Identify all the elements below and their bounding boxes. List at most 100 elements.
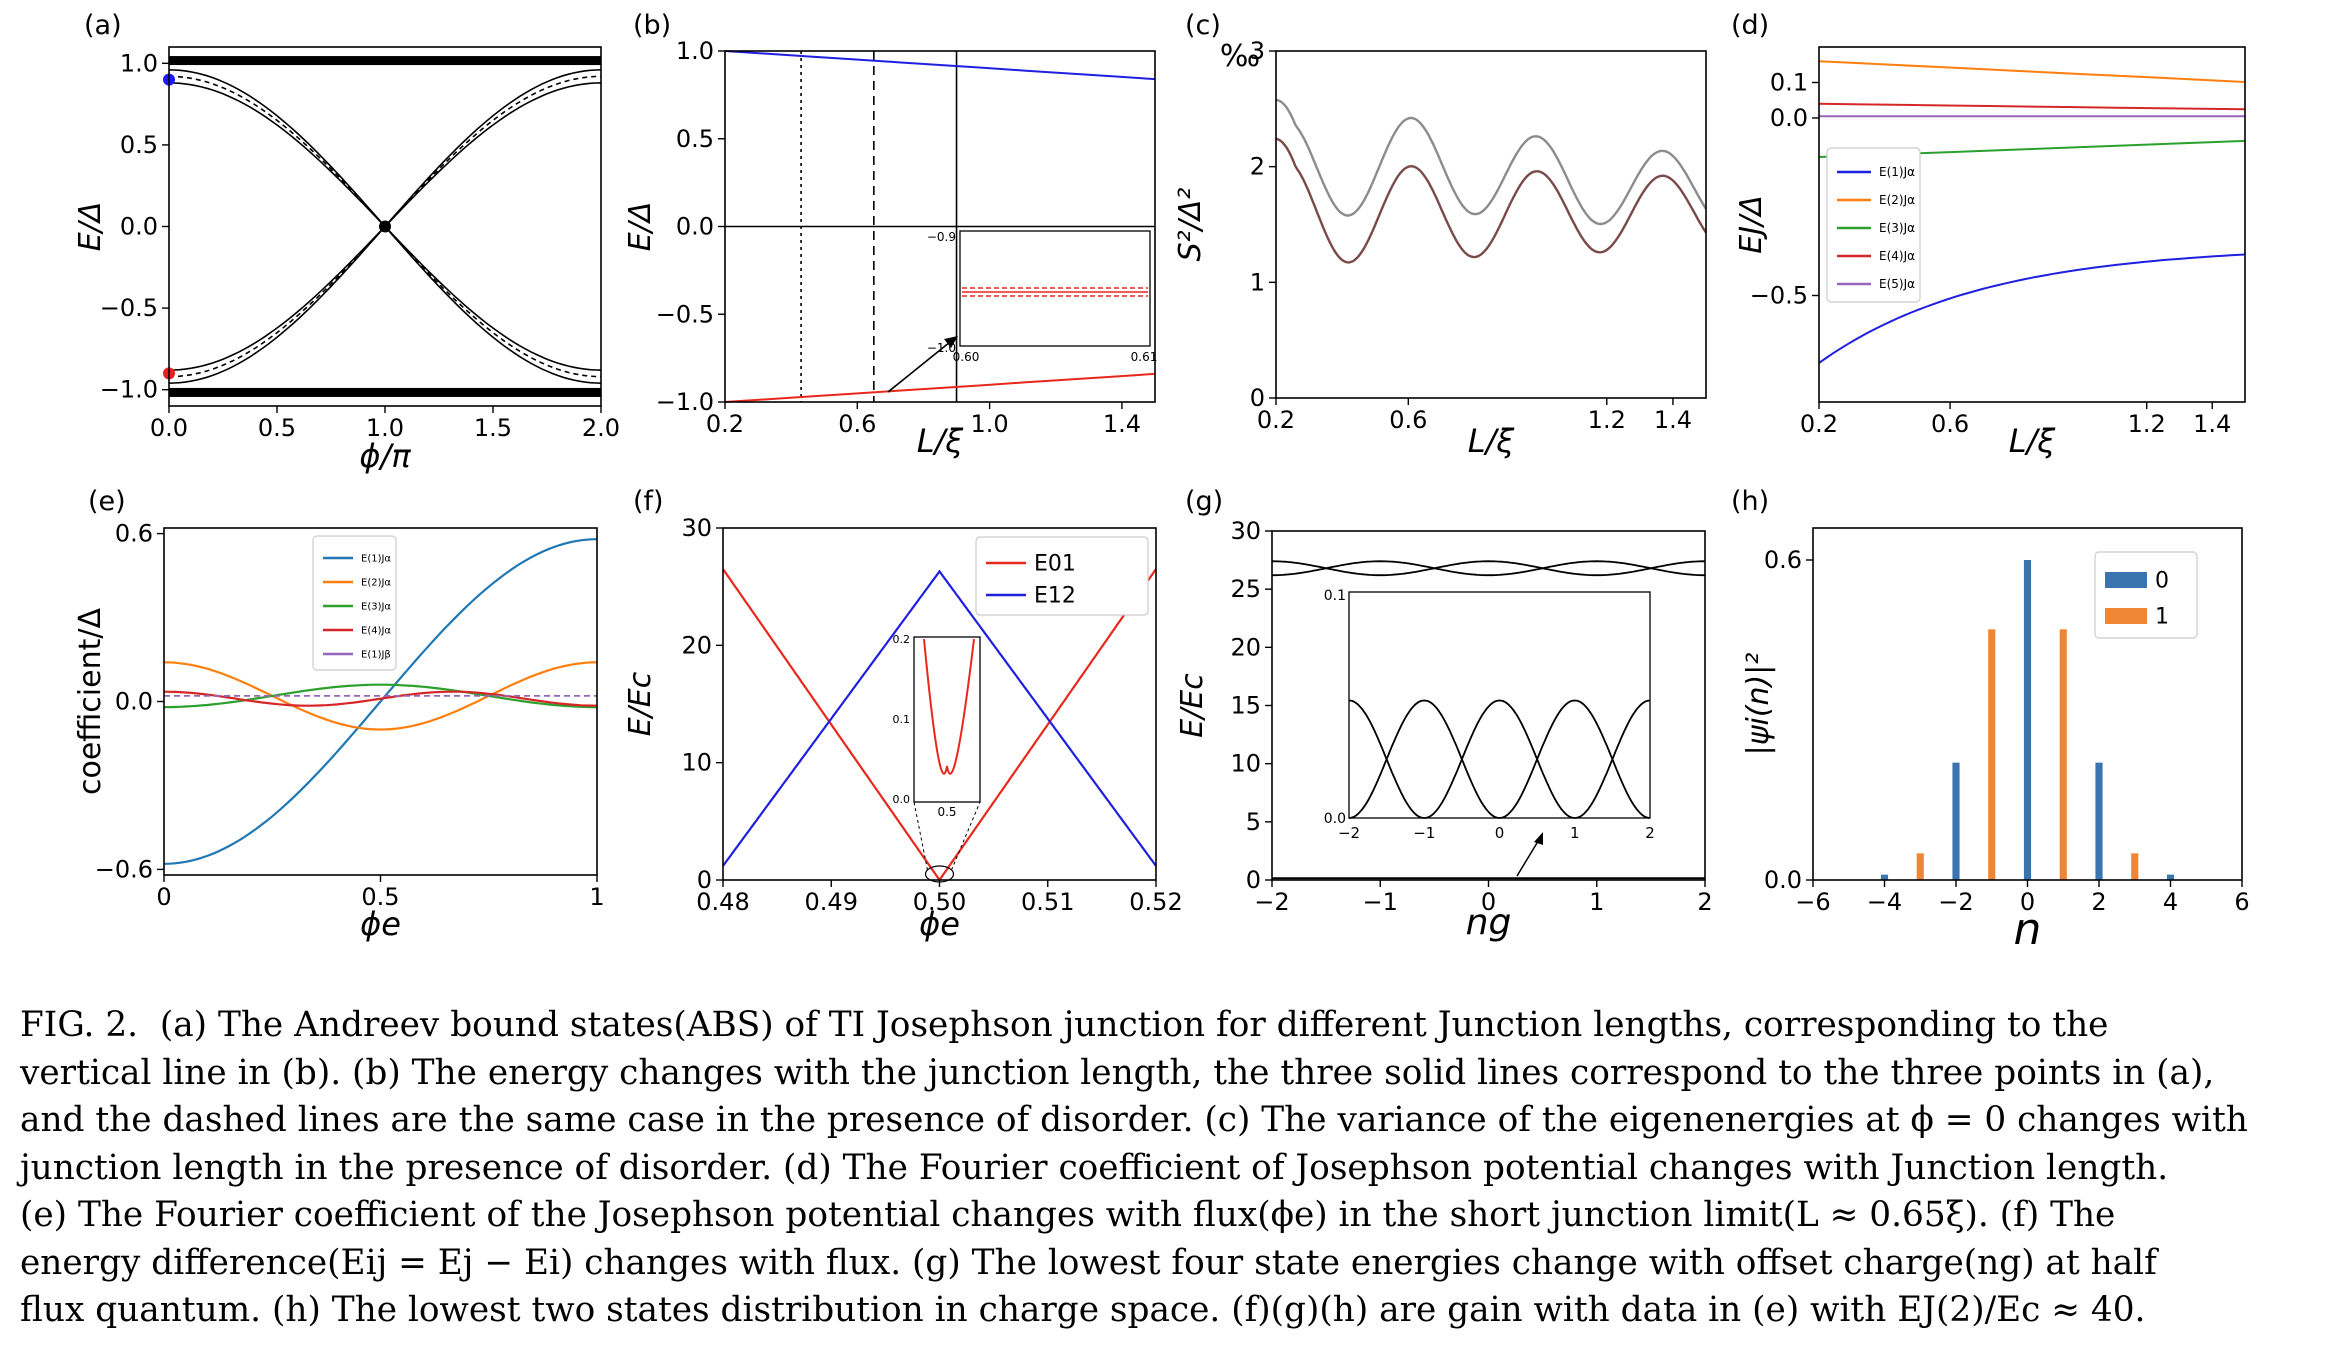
x-axis-label: L/ξ xyxy=(917,422,965,460)
x-tick-label: 1.4 xyxy=(1103,410,1141,438)
inset-frame xyxy=(913,636,981,803)
x-tick-label: 0.6 xyxy=(1389,406,1427,434)
series-E12 xyxy=(722,569,1157,867)
x-tick-label: −1 xyxy=(1363,888,1398,916)
inset-curve xyxy=(923,638,975,775)
panel-c: (c)‰ 0.2 0.6 1.2 1.4 3 2 1 0 L/ξ S²/Δ² xyxy=(1173,10,1708,460)
bar-series-1 xyxy=(2131,853,2139,880)
panel-d: (d) E(1)Jα E(2)Jα E(3)Jα E(4)Jα E(5)Jα 0.2 0.6 1… xyxy=(1731,10,2246,460)
y-tick-label: 5 xyxy=(1246,808,1261,836)
y-tick-label: 0 xyxy=(1250,384,1265,412)
inset-x-tick-label: 0.5 xyxy=(937,805,956,819)
y-tick-label: 0.0 xyxy=(115,688,153,716)
y-axis-label: EJ/Δ xyxy=(1734,195,1769,253)
inset-x-tick-label: 0.60 xyxy=(953,350,980,364)
y-tick-label: −0.5 xyxy=(1750,282,1808,310)
panel-label: (e) xyxy=(88,486,126,517)
panel-label: (g) xyxy=(1185,486,1223,517)
x-tick-label: 6 xyxy=(2234,888,2249,916)
bar-series-0 xyxy=(1880,874,1889,880)
bar-series-1 xyxy=(1916,853,1924,880)
y-tick-label: 0.0 xyxy=(1764,866,1802,894)
series-3 xyxy=(164,683,597,709)
inset-y-tick-label: 0.0 xyxy=(893,793,911,806)
y-tick-label: 25 xyxy=(1230,575,1261,603)
x-axis-label: ϕe xyxy=(919,905,960,943)
bar-series-0 xyxy=(2095,762,2103,880)
inset: 0.2 0.1 0.0 0.5 xyxy=(893,633,981,819)
y-tick-label: −0.6 xyxy=(95,855,153,883)
series-4 xyxy=(1818,102,2246,111)
legend-entry-label: E(1)Jα xyxy=(1879,165,1915,179)
legend: E(1)Jα E(2)Jα E(3)Jα E(4)Jα E(5)Jα xyxy=(1826,147,1921,303)
legend-frame xyxy=(2094,551,2198,639)
bar-series-1 xyxy=(2059,629,2067,880)
inset-x-tick-label: 2 xyxy=(1645,824,1655,842)
legend-frame xyxy=(1826,147,1921,303)
y-tick-label: 0.5 xyxy=(120,131,158,159)
inset-x-tick-label: 0 xyxy=(1495,824,1505,842)
figure: (a) 0.0 0.5 1.0 1.5 2.0 1.0 0.5 0.0 −0.5 −1.0 ϕ/π E/… xyxy=(73,10,2250,955)
y-tick-label: 10 xyxy=(681,749,712,777)
inset-x-tick-label: 1 xyxy=(1570,824,1580,842)
caption-line-7: flux quantum. (h) The lowest two states … xyxy=(20,1290,2146,1330)
inset-curve xyxy=(1348,699,1651,819)
inset-arrow xyxy=(887,337,956,393)
panel-a: (a) 0.0 0.5 1.0 1.5 2.0 1.0 0.5 0.0 −0.5 −1.0 ϕ/π E/… xyxy=(73,10,620,475)
y-tick-label: 0.0 xyxy=(120,213,158,241)
inset-x-tick-label: −1 xyxy=(1413,824,1435,842)
legend-entry-label: E(1)Jβ xyxy=(361,650,391,661)
inset-frame xyxy=(1348,591,1651,819)
y-tick-label: 1 xyxy=(1250,268,1265,296)
y-tick-label: 0.5 xyxy=(676,125,714,153)
x-tick-label: 0.52 xyxy=(1129,888,1182,916)
inset-x-tick-label: −2 xyxy=(1338,824,1360,842)
panel-e: (e) E(1)Jα E(2)Jα E(3)Jα E(4)Jα E(1)Jβ 0 0.5 1 0.… xyxy=(73,486,605,943)
unit-label: ‰ xyxy=(1220,39,1260,74)
y-tick-label: 20 xyxy=(681,631,712,659)
y-tick-label: −1.0 xyxy=(100,376,158,404)
x-tick-label: −2 xyxy=(1254,888,1289,916)
series-negative xyxy=(724,372,1156,403)
x-tick-label: 0 xyxy=(156,883,171,911)
x-tick-label: 2 xyxy=(2091,888,2106,916)
inset-y-tick-label: −0.9 xyxy=(927,230,956,244)
y-tick-label: 0.1 xyxy=(1770,69,1808,97)
y-tick-label: 1.0 xyxy=(676,37,714,65)
bar-series-1 xyxy=(1988,629,1996,880)
continuum-band xyxy=(169,387,601,397)
series-4 xyxy=(163,690,598,707)
y-tick-label: 0.0 xyxy=(676,213,714,241)
x-tick-label: 1.0 xyxy=(971,410,1009,438)
axes-frame xyxy=(1275,50,1707,399)
y-tick-label: 20 xyxy=(1230,633,1261,661)
caption-line-3: and the dashed lines are the same case i… xyxy=(20,1100,2248,1140)
y-tick-label: −0.5 xyxy=(656,300,714,328)
inset-y-tick-label: 0.1 xyxy=(1324,588,1346,604)
y-tick-label: 1.0 xyxy=(120,49,158,77)
inset-arrow xyxy=(1516,837,1541,877)
series-1 xyxy=(163,538,598,865)
x-axis-label: ϕ/π xyxy=(359,437,411,475)
inset: 0.1 0.0−2 −1 0 1 2 xyxy=(1324,588,1655,842)
x-tick-label: 2 xyxy=(1697,888,1712,916)
x-tick-label: 0.51 xyxy=(1021,888,1074,916)
x-tick-label: 1.2 xyxy=(2128,410,2166,438)
panel-b: (b) −0.9 −1.0 0.60 0.61 0.2 0.6 1.0 1.4 1.0 0.5 0.0… xyxy=(623,10,1157,460)
caption-line-5: (e) The Fourier coefficient of the Josep… xyxy=(20,1195,2116,1235)
inset-y-tick-label: 0.2 xyxy=(893,633,911,646)
legend-entry-label: E12 xyxy=(1034,584,1076,609)
panel-label: (b) xyxy=(633,10,671,41)
x-axis-label: ϕe xyxy=(360,905,401,943)
y-axis-label: E/Ec xyxy=(1175,673,1210,738)
inset-arrow-head xyxy=(944,336,958,348)
legend-entry-label: E(1)Jα xyxy=(361,554,391,565)
x-tick-label: 1.4 xyxy=(2193,410,2231,438)
legend-entry-label: E(5)Jα xyxy=(1879,277,1915,291)
panel-g: (g)0.10.0−2 −1 0 1 2−2 −1 0 1 2302520151050ngE/E… xyxy=(1175,486,1713,943)
inset-x-tick-label: 0.61 xyxy=(1131,350,1158,364)
y-axis-label: coefficient/Δ xyxy=(73,608,108,795)
inset-y-tick-label: 0.0 xyxy=(1324,811,1346,827)
continuum-band xyxy=(169,56,601,66)
legend-entry-label: E(2)Jα xyxy=(1879,193,1915,207)
